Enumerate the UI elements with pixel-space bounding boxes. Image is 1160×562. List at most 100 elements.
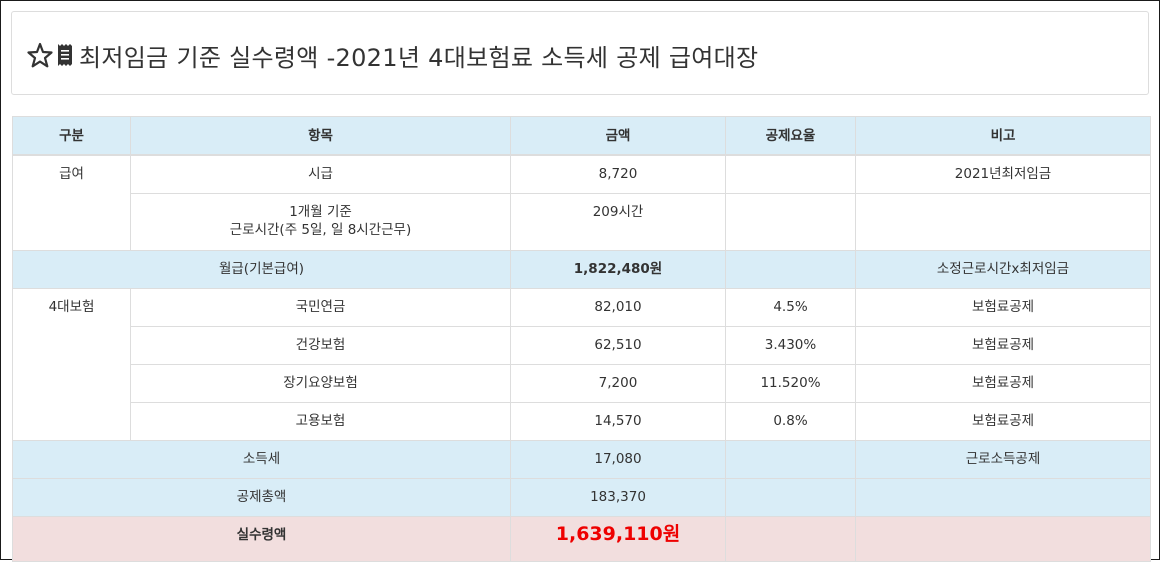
amount-cell: 183,370 — [510, 478, 726, 517]
title-panel: 최저임금 기준 실수령액 -2021년 4대보험료 소득세 공제 급여대장 — [11, 11, 1149, 95]
note-value — [857, 480, 1150, 489]
total-deduction-label-cell: 공제총액 — [12, 478, 511, 517]
rate-cell: 3.430% — [725, 326, 856, 365]
amount-cell: 8,720 — [510, 154, 726, 194]
amount-cell: 7,200 — [510, 364, 726, 403]
rate-value — [727, 252, 855, 261]
rate-cell: 4.5% — [725, 288, 856, 327]
page-title: 최저임금 기준 실수령액 -2021년 4대보험료 소득세 공제 급여대장 — [79, 43, 759, 72]
rate-value — [727, 195, 855, 204]
note-cell — [855, 478, 1151, 517]
rate-value — [727, 442, 855, 451]
rate-cell — [725, 154, 856, 194]
note-cell: 보험료공제 — [855, 288, 1151, 327]
income-tax-amount: 17,080 — [594, 451, 642, 467]
item-label: 국민연금 — [295, 299, 346, 315]
note-value: 2021년최저임금 — [954, 166, 1052, 182]
note-value: 보험료공제 — [971, 299, 1035, 315]
amount-value: 209시간 — [592, 204, 644, 220]
table-row: 급여 시급 8,720 2021년최저임금 — [12, 154, 1151, 251]
total-deduction-row: 공제총액 183,370 — [12, 478, 1151, 517]
amount-cell: 62,510 — [510, 326, 726, 365]
income-tax-label: 소득세 — [242, 451, 281, 467]
rate-value — [727, 518, 855, 527]
header-rate: 공제요율 — [725, 116, 856, 156]
item-label: 고용보험 — [295, 413, 346, 429]
rate-value: 0.8% — [773, 413, 808, 429]
net-pay-label: 실수령액 — [236, 527, 287, 543]
note-cell: 보험료공제 — [855, 402, 1151, 441]
amount-cell: 1,639,110원 — [510, 516, 726, 562]
income-tax-note: 근로소득공제 — [965, 451, 1041, 467]
note-cell: 보험료공제 — [855, 326, 1151, 365]
item-cell: 국민연금 — [130, 288, 511, 327]
amount-cell: 1,822,480원 — [510, 250, 726, 289]
rate-cell — [725, 440, 856, 479]
amount-value: 8,720 — [598, 166, 638, 182]
header-category: 구분 — [12, 116, 131, 156]
note-value — [857, 518, 1150, 527]
amount-cell: 209시간 — [510, 193, 726, 251]
base-pay-note: 소정근로시간x최저임금 — [936, 261, 1070, 277]
item-cell: 건강보험 — [130, 326, 511, 365]
amount-cell: 82,010 — [510, 288, 726, 327]
insurance-group-label: 4대보험 — [48, 299, 95, 315]
base-pay-amount: 1,822,480원 — [573, 261, 663, 277]
rate-value — [727, 156, 855, 165]
base-pay-label-cell: 월급(기본급여) — [12, 250, 511, 289]
net-pay-row: 실수령액 1,639,110원 — [12, 516, 1151, 562]
rate-cell: 11.520% — [725, 364, 856, 403]
amount-value: 62,510 — [594, 337, 642, 353]
amount-value: 14,570 — [594, 413, 642, 429]
item-label: 장기요양보험 — [283, 375, 358, 391]
table-row: 건강보험 62,510 3.430% 보험료공제 — [13, 326, 1151, 365]
item-cell: 시급 — [130, 154, 511, 194]
item-label: 시급 — [308, 166, 333, 182]
item-label-line2: 근로시간(주 5일, 일 8시간근무) — [229, 222, 412, 238]
note-value: 보험료공제 — [971, 413, 1035, 429]
note-cell — [855, 516, 1151, 562]
note-cell — [855, 193, 1151, 251]
income-tax-label-cell: 소득세 — [12, 440, 511, 479]
note-cell: 보험료공제 — [855, 364, 1151, 403]
rate-cell: 0.8% — [725, 402, 856, 441]
rate-value: 11.520% — [760, 375, 821, 391]
rate-value — [727, 480, 855, 489]
rate-cell — [725, 516, 856, 562]
receipt-icon — [57, 43, 73, 67]
base-pay-label: 월급(기본급여) — [218, 261, 305, 277]
rate-cell — [725, 193, 856, 251]
total-deduction-amount: 183,370 — [590, 489, 646, 505]
total-deduction-label: 공제총액 — [236, 489, 287, 505]
net-pay-amount: 1,639,110원 — [555, 523, 681, 545]
rate-value: 4.5% — [773, 299, 808, 315]
amount-cell: 14,570 — [510, 402, 726, 441]
income-tax-row: 소득세 17,080 근로소득공제 — [12, 440, 1151, 479]
item-cell: 장기요양보험 — [130, 364, 511, 403]
base-pay-row: 월급(기본급여) 1,822,480원 소정근로시간x최저임금 — [12, 250, 1151, 289]
rate-value: 3.430% — [764, 337, 817, 353]
header-item: 항목 — [130, 116, 511, 156]
item-cell: 1개월 기준 근로시간(주 5일, 일 8시간근무) — [130, 193, 511, 251]
star-outline-icon — [27, 42, 53, 68]
header-note: 비고 — [855, 116, 1151, 156]
note-value: 보험료공제 — [971, 375, 1035, 391]
table-row: 장기요양보험 7,200 11.520% 보험료공제 — [13, 364, 1151, 403]
header-amount: 금액 — [510, 116, 726, 156]
amount-cell: 17,080 — [510, 440, 726, 479]
note-value — [857, 195, 1150, 204]
item-label-line1: 1개월 기준 — [289, 204, 352, 220]
page-title-row: 최저임금 기준 실수령액 -2021년 4대보험료 소득세 공제 급여대장 — [27, 40, 759, 72]
rate-cell — [725, 250, 856, 289]
rate-cell — [725, 478, 856, 517]
note-cell: 소정근로시간x최저임금 — [855, 250, 1151, 289]
note-cell: 근로소득공제 — [855, 440, 1151, 479]
salary-group-label: 급여 — [59, 166, 84, 182]
item-label: 건강보험 — [295, 337, 346, 353]
amount-value: 82,010 — [594, 299, 642, 315]
net-pay-label-cell: 실수령액 — [12, 516, 511, 562]
table-row: 고용보험 14,570 0.8% 보험료공제 — [13, 402, 1151, 441]
table-row: 1개월 기준 근로시간(주 5일, 일 8시간근무) 209시간 — [13, 193, 1151, 251]
item-cell: 고용보험 — [130, 402, 511, 441]
